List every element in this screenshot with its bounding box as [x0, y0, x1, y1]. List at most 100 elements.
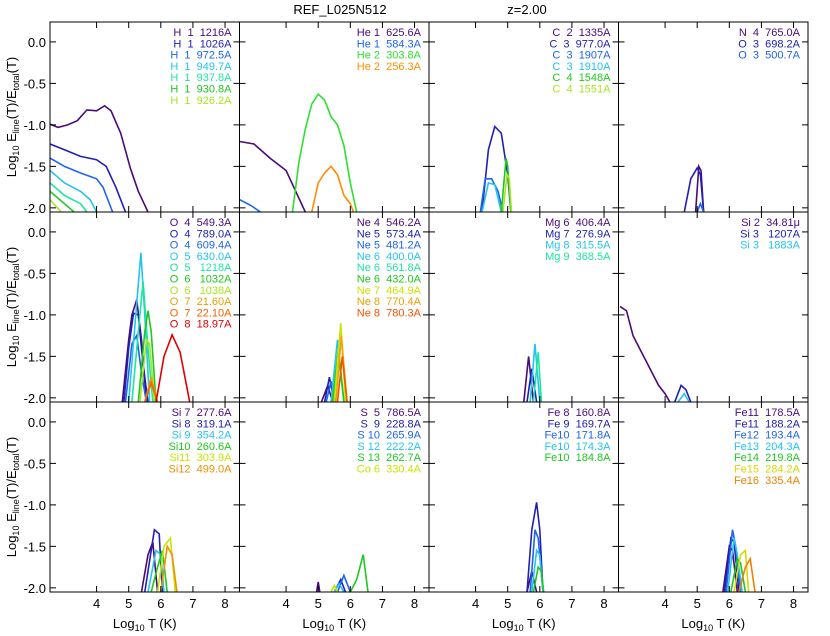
legend-entry: Ne 8 780.3A: [357, 307, 422, 319]
series-line: [315, 581, 321, 592]
legend-entry: O 3 698.2A: [738, 38, 800, 50]
y-axis-label: Log10 Eline(T)/Etotal(T): [4, 57, 21, 178]
legend-entry: Mg 6 406.4A: [545, 217, 611, 229]
legend-entry: O 6 1038A: [170, 285, 232, 297]
series-line: [336, 573, 352, 592]
series-line: [330, 583, 339, 592]
series-line: [683, 166, 705, 212]
panel: [479, 124, 513, 212]
panel: [239, 92, 358, 212]
legend-entry: H 1 949.7A: [170, 61, 232, 73]
series-line: [349, 554, 369, 592]
series-line: [526, 502, 544, 592]
x-label-part: T (K): [524, 616, 556, 631]
legend-entry: Ne 6 400.0A: [357, 251, 422, 263]
legend-entry: N 4 765.0A: [739, 27, 801, 39]
legend-entry: Co 6 330.4A: [357, 464, 422, 476]
series-line: [291, 92, 358, 212]
y-label-part: line: [11, 499, 21, 513]
legend-entry: Ne 7 464.9A: [357, 285, 422, 297]
y-label-part: E: [4, 133, 19, 146]
series-line: [502, 172, 513, 212]
run-title: REF_L025N512: [293, 2, 386, 17]
legend-entry: Fe 9 169.7A: [548, 418, 612, 430]
x-label-part: Log: [302, 616, 324, 631]
x-label-part: 10: [514, 623, 524, 633]
x-label-part: Log: [113, 616, 135, 631]
legend-entry: Mg 7 276.9A: [545, 228, 611, 240]
legend-entry: H 1 1026A: [173, 38, 232, 50]
x-tick-label: 6: [347, 596, 354, 611]
y-label-part: (T): [4, 437, 19, 454]
legend-entry: Si12 499.0A: [169, 464, 233, 476]
series-line: [733, 548, 750, 592]
x-label-part: Log: [492, 616, 514, 631]
x-tick-label: 8: [790, 596, 797, 611]
series-line: [677, 392, 690, 402]
y-tick-label: -1.0: [24, 118, 46, 133]
redshift-title: z=2.00: [507, 2, 546, 17]
series-line: [479, 178, 504, 212]
x-tick-label: 7: [379, 596, 386, 611]
legend-entry: S 9 228.8A: [360, 418, 421, 430]
legend-entry: He 1 625.6A: [357, 27, 422, 39]
y-label-part: total: [11, 263, 21, 280]
panel: [320, 323, 348, 402]
series-line: [139, 337, 156, 402]
y-tick-label: -2.0: [24, 201, 46, 216]
legend-entry: O 8 18.97A: [170, 319, 232, 331]
legend-entry: Fe15 284.2A: [734, 464, 801, 476]
x-tick-label: 5: [125, 596, 132, 611]
y-label-part: (T): [4, 247, 19, 264]
x-tick-label: 4: [282, 596, 289, 611]
series-line: [50, 169, 98, 212]
series-line: [481, 124, 512, 212]
y-tick-label: -2.0: [24, 581, 46, 596]
legend-entry: Si 3 1883A: [740, 240, 801, 252]
legend-entry: O 6 1032A: [170, 274, 232, 286]
legend-entry: Fe11 178.5A: [735, 407, 801, 419]
panel-frame: [618, 401, 809, 593]
x-axis-label: Log10 T (K): [302, 616, 366, 633]
legend-entry: O 3 500.7A: [738, 50, 800, 62]
y-label-part: (T)/E: [4, 280, 19, 309]
legend-entry: Fe10 184.8A: [544, 452, 611, 464]
legend-entry: C 4 1551A: [552, 84, 611, 96]
y-label-part: 10: [11, 526, 21, 536]
legend-entry: Si10 260.6A: [169, 441, 233, 453]
legend-entry: Fe14 219.8A: [734, 452, 801, 464]
x-tick-label: 4: [472, 596, 479, 611]
series-line: [532, 352, 543, 402]
legend-entry: O 4 609.4A: [170, 240, 232, 252]
panel: [526, 502, 545, 592]
legend-entry: Si 9 354.2A: [172, 430, 233, 442]
x-tick-label: 8: [411, 596, 418, 611]
panel: [619, 305, 692, 402]
legend-entry: Fe16 335.4A: [734, 475, 801, 487]
legend-entry: C 4 1548A: [552, 72, 611, 84]
series-line: [131, 281, 154, 402]
legend-entry: Si 7 277.6A: [172, 407, 233, 419]
legend-entry: O 7 21.60A: [170, 296, 232, 308]
y-label-part: Log: [4, 346, 19, 368]
legend-entry: Mg 8 315.5A: [545, 240, 611, 252]
legend-entry: Si 8 319.1A: [172, 418, 233, 430]
panel: [140, 528, 178, 592]
legend-entry: S 13 262.7A: [357, 452, 421, 464]
legend-entry: C 2 1335A: [552, 27, 611, 39]
legend-entry: Ne 5 573.4A: [357, 228, 422, 240]
x-tick-label: 4: [93, 596, 100, 611]
legend-entry: S 5 786.5A: [360, 407, 421, 419]
y-tick-label: 0.0: [28, 415, 46, 430]
legend-entry: Fe13 204.3A: [734, 441, 801, 453]
series-line: [150, 550, 168, 592]
panel: [523, 343, 543, 402]
y-label-part: total: [11, 73, 21, 90]
series-line: [160, 544, 178, 592]
series-line: [144, 380, 159, 402]
legend-entry: He 2 303.8A: [357, 50, 422, 62]
x-axis-label: Log10 T (K): [681, 616, 745, 633]
series-line: [124, 333, 148, 402]
y-label-part: 10: [11, 336, 21, 346]
